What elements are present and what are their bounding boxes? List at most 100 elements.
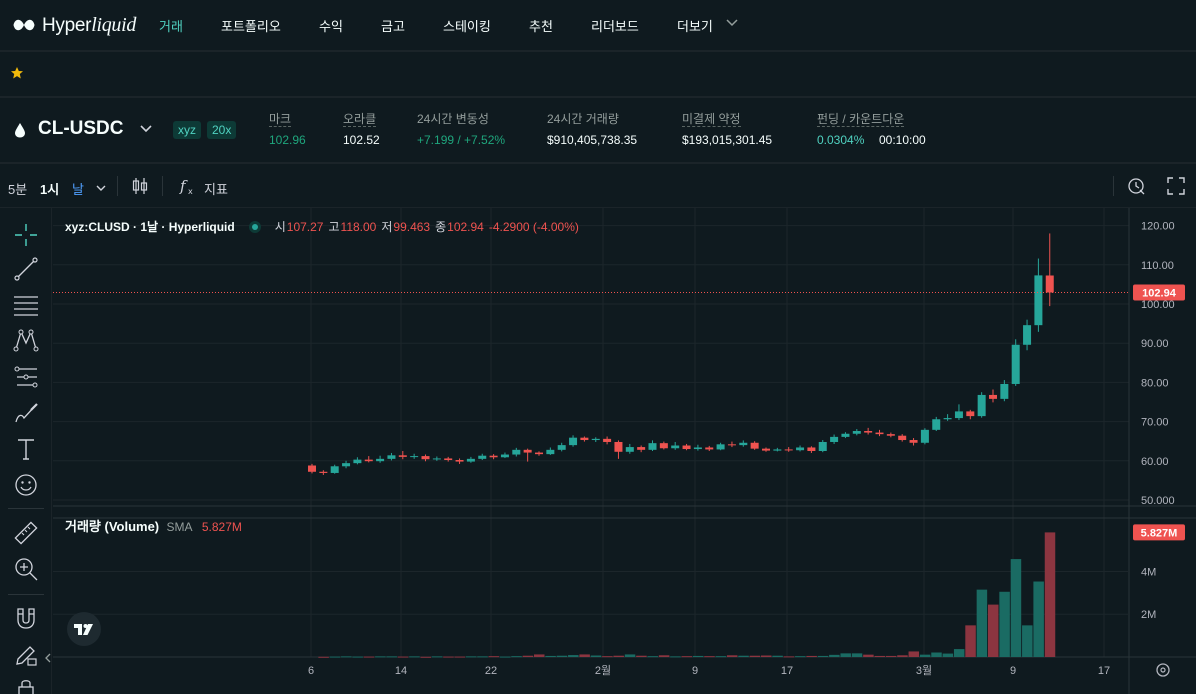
emoji-icon[interactable] [13, 472, 39, 498]
candle-body [489, 455, 498, 458]
volume-bar [341, 656, 352, 658]
candle-body [353, 459, 362, 464]
volume-bar [375, 656, 386, 658]
volume-bar [942, 653, 954, 657]
trend-line-icon[interactable] [13, 256, 39, 282]
last-price-label: 102.94 [1142, 287, 1177, 299]
svg-text:x: x [188, 187, 193, 196]
leverage-badge: 20x [207, 121, 237, 139]
volume-bar [1044, 532, 1056, 657]
candle-body [818, 441, 827, 451]
nav-staking[interactable]: 스테이킹 [443, 19, 491, 34]
drawing-toolbar [0, 208, 52, 694]
mark-value: 102.96 [269, 133, 306, 147]
volume-bar [579, 654, 590, 657]
candle-body [682, 445, 691, 450]
candle-body [989, 394, 997, 399]
pattern-icon[interactable] [13, 328, 39, 354]
settings-icon-ring [1156, 663, 1170, 677]
x-tick-label: 22 [485, 665, 497, 677]
open-interest-value: $193,015,301.45 [682, 133, 773, 147]
volume-bar [420, 656, 431, 658]
zoom-in-icon[interactable] [13, 556, 39, 582]
volume-bar [431, 656, 443, 658]
pencil-lock-icon[interactable] [13, 642, 39, 668]
volume-bar [556, 655, 568, 657]
candle-body [466, 458, 475, 462]
candle-body [920, 429, 929, 443]
candle-body [387, 455, 396, 459]
candle-body [943, 418, 952, 420]
ruler-icon[interactable] [13, 520, 39, 546]
legend-symbol: xyz:CLUSD · 1날 · Hyperliquid [65, 220, 235, 234]
interval-1h[interactable]: 1시 [40, 182, 60, 197]
candle-body [1000, 383, 1009, 399]
fullscreen-icon[interactable] [1166, 176, 1186, 196]
top-nav: Hyperliquid 거래 포트폴리오 수익 금고 스테이킹 추천 리더보드 … [0, 0, 1196, 50]
volume-24h-label: 24시간 거래량 [547, 112, 619, 126]
nav-earn[interactable]: 수익 [319, 19, 343, 34]
horizontal-lines-icon[interactable] [13, 292, 39, 318]
clock-alert-icon[interactable] [1126, 176, 1146, 196]
candle-body [308, 465, 316, 472]
chevron-down-icon[interactable] [96, 184, 106, 192]
legend-close-label: 종 [435, 220, 447, 234]
market-pair[interactable]: CL-USDC [38, 118, 124, 139]
nav-portfolio[interactable]: 포트폴리오 [221, 19, 281, 34]
candles [308, 233, 1054, 475]
indicators-button[interactable]: 지표 [204, 182, 228, 197]
star-icon[interactable] [10, 66, 24, 80]
lock-icon[interactable] [13, 676, 39, 694]
indicators-icon[interactable]: f x [178, 176, 198, 196]
status-dot-icon [248, 220, 261, 233]
nav-referrals[interactable]: 추천 [529, 19, 553, 34]
candle-body [546, 449, 555, 455]
candles-icon[interactable] [130, 176, 150, 196]
candlestick-chart[interactable]: 120.00 110.00 100.00 90.00 80.00 70.00 60.00 50… [53, 208, 1196, 694]
volume-bar [806, 655, 817, 657]
volume-bar [465, 656, 477, 658]
candle-body [512, 449, 521, 455]
divider [0, 50, 1196, 52]
nav-more[interactable]: 더보기 [677, 19, 713, 34]
chevron-down-icon[interactable] [139, 124, 153, 134]
change-24h-value: +7.199 / +7.52% [417, 133, 506, 147]
candle-body [966, 411, 975, 417]
candle-body [398, 455, 407, 457]
legend-high-label: 고 [328, 220, 340, 234]
volume-bar [352, 656, 363, 658]
interval-5m[interactable]: 5분 [8, 182, 28, 197]
volume-sma-label: SMA [166, 520, 193, 534]
volume-bar [443, 656, 454, 658]
toolbar-separator [8, 508, 44, 509]
volume-24h-value: $910,405,738.35 [547, 133, 638, 147]
settings-icon[interactable] [1156, 663, 1170, 677]
brush-icon[interactable] [13, 400, 39, 426]
fib-icon[interactable] [13, 364, 39, 390]
nav-leaderboard[interactable]: 리더보드 [591, 19, 639, 34]
interval-1d[interactable]: 날 [72, 182, 84, 197]
nav-vaults[interactable]: 금고 [381, 19, 405, 34]
funding-countdown-label: 펀딩 / 카운트다운 [817, 112, 905, 127]
tradingview-logo[interactable] [67, 612, 101, 646]
x-tick-label: 17 [781, 665, 793, 677]
candle-body [898, 435, 907, 441]
magnet-icon[interactable] [13, 606, 39, 632]
volume-bar [647, 656, 658, 658]
chevron-down-icon[interactable] [725, 17, 739, 29]
nav-trade[interactable]: 거래 [159, 19, 183, 34]
axes: 120.00 110.00 100.00 90.00 80.00 70.00 60.00 50… [53, 221, 1185, 677]
crosshair-icon[interactable] [13, 222, 39, 248]
candle-body [1045, 275, 1054, 293]
toolbar-separator [117, 176, 118, 196]
x-tick-label: 9 [692, 665, 698, 677]
candle-body [410, 456, 419, 458]
mark-label: 마크 [269, 112, 292, 127]
chevron-left-icon[interactable] [44, 652, 52, 664]
legend-close: 102.94 [447, 219, 484, 234]
text-icon[interactable] [13, 436, 39, 462]
grid [53, 208, 1196, 694]
logo[interactable]: Hyperliquid [12, 14, 152, 37]
price-chart[interactable]: 120.00 110.00 100.00 90.00 80.00 70.00 60.00 50… [53, 208, 1196, 694]
volume-bar [772, 655, 783, 657]
